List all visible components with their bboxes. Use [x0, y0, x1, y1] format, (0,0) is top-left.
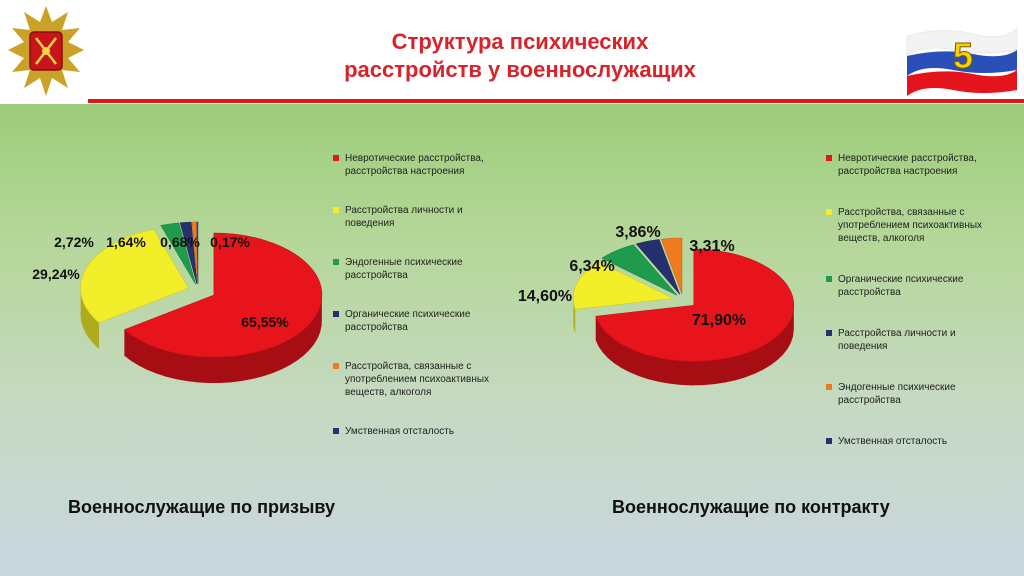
legend-left: Невротические расстройства, расстройства… — [333, 152, 493, 438]
legend-item: Расстройства, связанные с употреблением … — [826, 206, 1006, 245]
legend-item: Умственная отсталость — [826, 435, 1006, 448]
legend-item: Умственная отсталость — [333, 425, 493, 438]
legend-item: Невротические расстройства, расстройства… — [826, 152, 1006, 178]
data-label-4: 0,68% — [160, 234, 200, 250]
legend-swatch — [333, 207, 339, 213]
data-label-3: 3,86% — [615, 224, 660, 241]
legend-label: Эндогенные психические расстройства — [345, 257, 463, 281]
legend-swatch — [826, 384, 832, 390]
data-label-3: 1,64% — [106, 234, 146, 250]
pie-slice-1 — [573, 261, 675, 310]
legend-swatch — [826, 276, 832, 282]
legend-swatch — [826, 155, 832, 161]
pie-side-0 — [595, 305, 794, 386]
legend-item: Органические психические расстройства — [826, 273, 1006, 299]
legend-swatch — [826, 438, 832, 444]
legend-swatch — [826, 330, 832, 336]
legend-swatch — [826, 209, 832, 215]
data-label-2: 2,72% — [54, 234, 94, 250]
legend-label: Органические психические расстройства — [345, 309, 471, 333]
legend-swatch — [333, 363, 339, 369]
header-divider — [88, 99, 1024, 103]
pie-chart-conscripts: 65,55% 29,24% 2,72% 1,64% 0,68% 0,17% — [32, 221, 323, 383]
pie-slice-4 — [660, 237, 683, 295]
pie-slice-5 — [196, 221, 199, 285]
russian-flag-icon: 5 — [903, 18, 1021, 98]
legend-label: Невротические расстройства, расстройства… — [345, 153, 484, 177]
pie-slice-0 — [123, 232, 323, 358]
legend-item: Невротические расстройства, расстройства… — [333, 152, 493, 178]
army-emblem-icon — [8, 6, 84, 96]
caption-conscripts: Военнослужащие по призыву — [68, 497, 335, 517]
data-label-1: 14,60% — [518, 288, 572, 305]
legend-label: Эндогенные психические расстройства — [838, 382, 956, 406]
page-title: Структура психических расстройств у воен… — [200, 28, 840, 84]
legend-label: Расстройства личности и поведения — [838, 328, 956, 352]
legend-label: Расстройства, связанные с употреблением … — [345, 361, 490, 398]
pie-slice-3 — [635, 239, 681, 295]
legend-swatch — [333, 428, 339, 434]
legend-item: Органические психические расстройства — [333, 308, 493, 334]
pie-slice-1 — [80, 229, 189, 324]
legend-swatch — [333, 311, 339, 317]
pie-slice-3 — [179, 221, 198, 285]
data-label-2: 6,34% — [569, 258, 614, 275]
legend-label: Умственная отсталость — [345, 426, 455, 437]
legend-swatch — [333, 155, 339, 161]
legend-label: Расстройства, связанные с употреблением … — [838, 207, 983, 244]
legend-swatch — [333, 259, 339, 265]
title-line-1: Структура психических — [391, 29, 649, 54]
legend-label: Расстройства личности и поведения — [345, 205, 463, 229]
pie-slice-2 — [160, 222, 196, 285]
pie-chart-contract: 71,90% 14,60% 6,34%3,86% 3,31% — [518, 224, 795, 386]
legend-item: Эндогенные психические расстройства — [826, 381, 1006, 407]
legend-label: Умственная отсталость — [838, 436, 948, 447]
pie-side-1 — [573, 296, 576, 334]
page-number: 5 — [953, 35, 973, 76]
legend-label: Невротические расстройства, расстройства… — [838, 153, 977, 177]
data-label-1: 29,24% — [32, 266, 80, 282]
title-line-2: расстройств у военнослужащих — [344, 57, 696, 82]
legend-item: Расстройства, связанные с употреблением … — [333, 360, 493, 399]
legend-item: Расстройства личности и поведения — [826, 327, 1006, 353]
data-label-0: 65,55% — [241, 314, 289, 330]
slide-header: Структура психических расстройств у воен… — [0, 0, 1024, 104]
pie-slice-0 — [595, 249, 795, 362]
legend-label: Органические психические расстройства — [838, 274, 964, 298]
data-label-0: 71,90% — [692, 312, 746, 329]
legend-item: Расстройства личности и поведения — [333, 204, 493, 230]
pie-slice-2 — [601, 244, 678, 296]
legend-item: Эндогенные психические расстройства — [333, 256, 493, 282]
pie-side-0 — [124, 293, 322, 383]
data-label-4: 3,31% — [689, 238, 734, 255]
data-label-5: 0,17% — [210, 234, 250, 250]
pie-side-1 — [80, 285, 100, 349]
caption-contract: Военнослужащие по контракту — [612, 497, 890, 517]
legend-right: Невротические расстройства, расстройства… — [826, 152, 1006, 448]
